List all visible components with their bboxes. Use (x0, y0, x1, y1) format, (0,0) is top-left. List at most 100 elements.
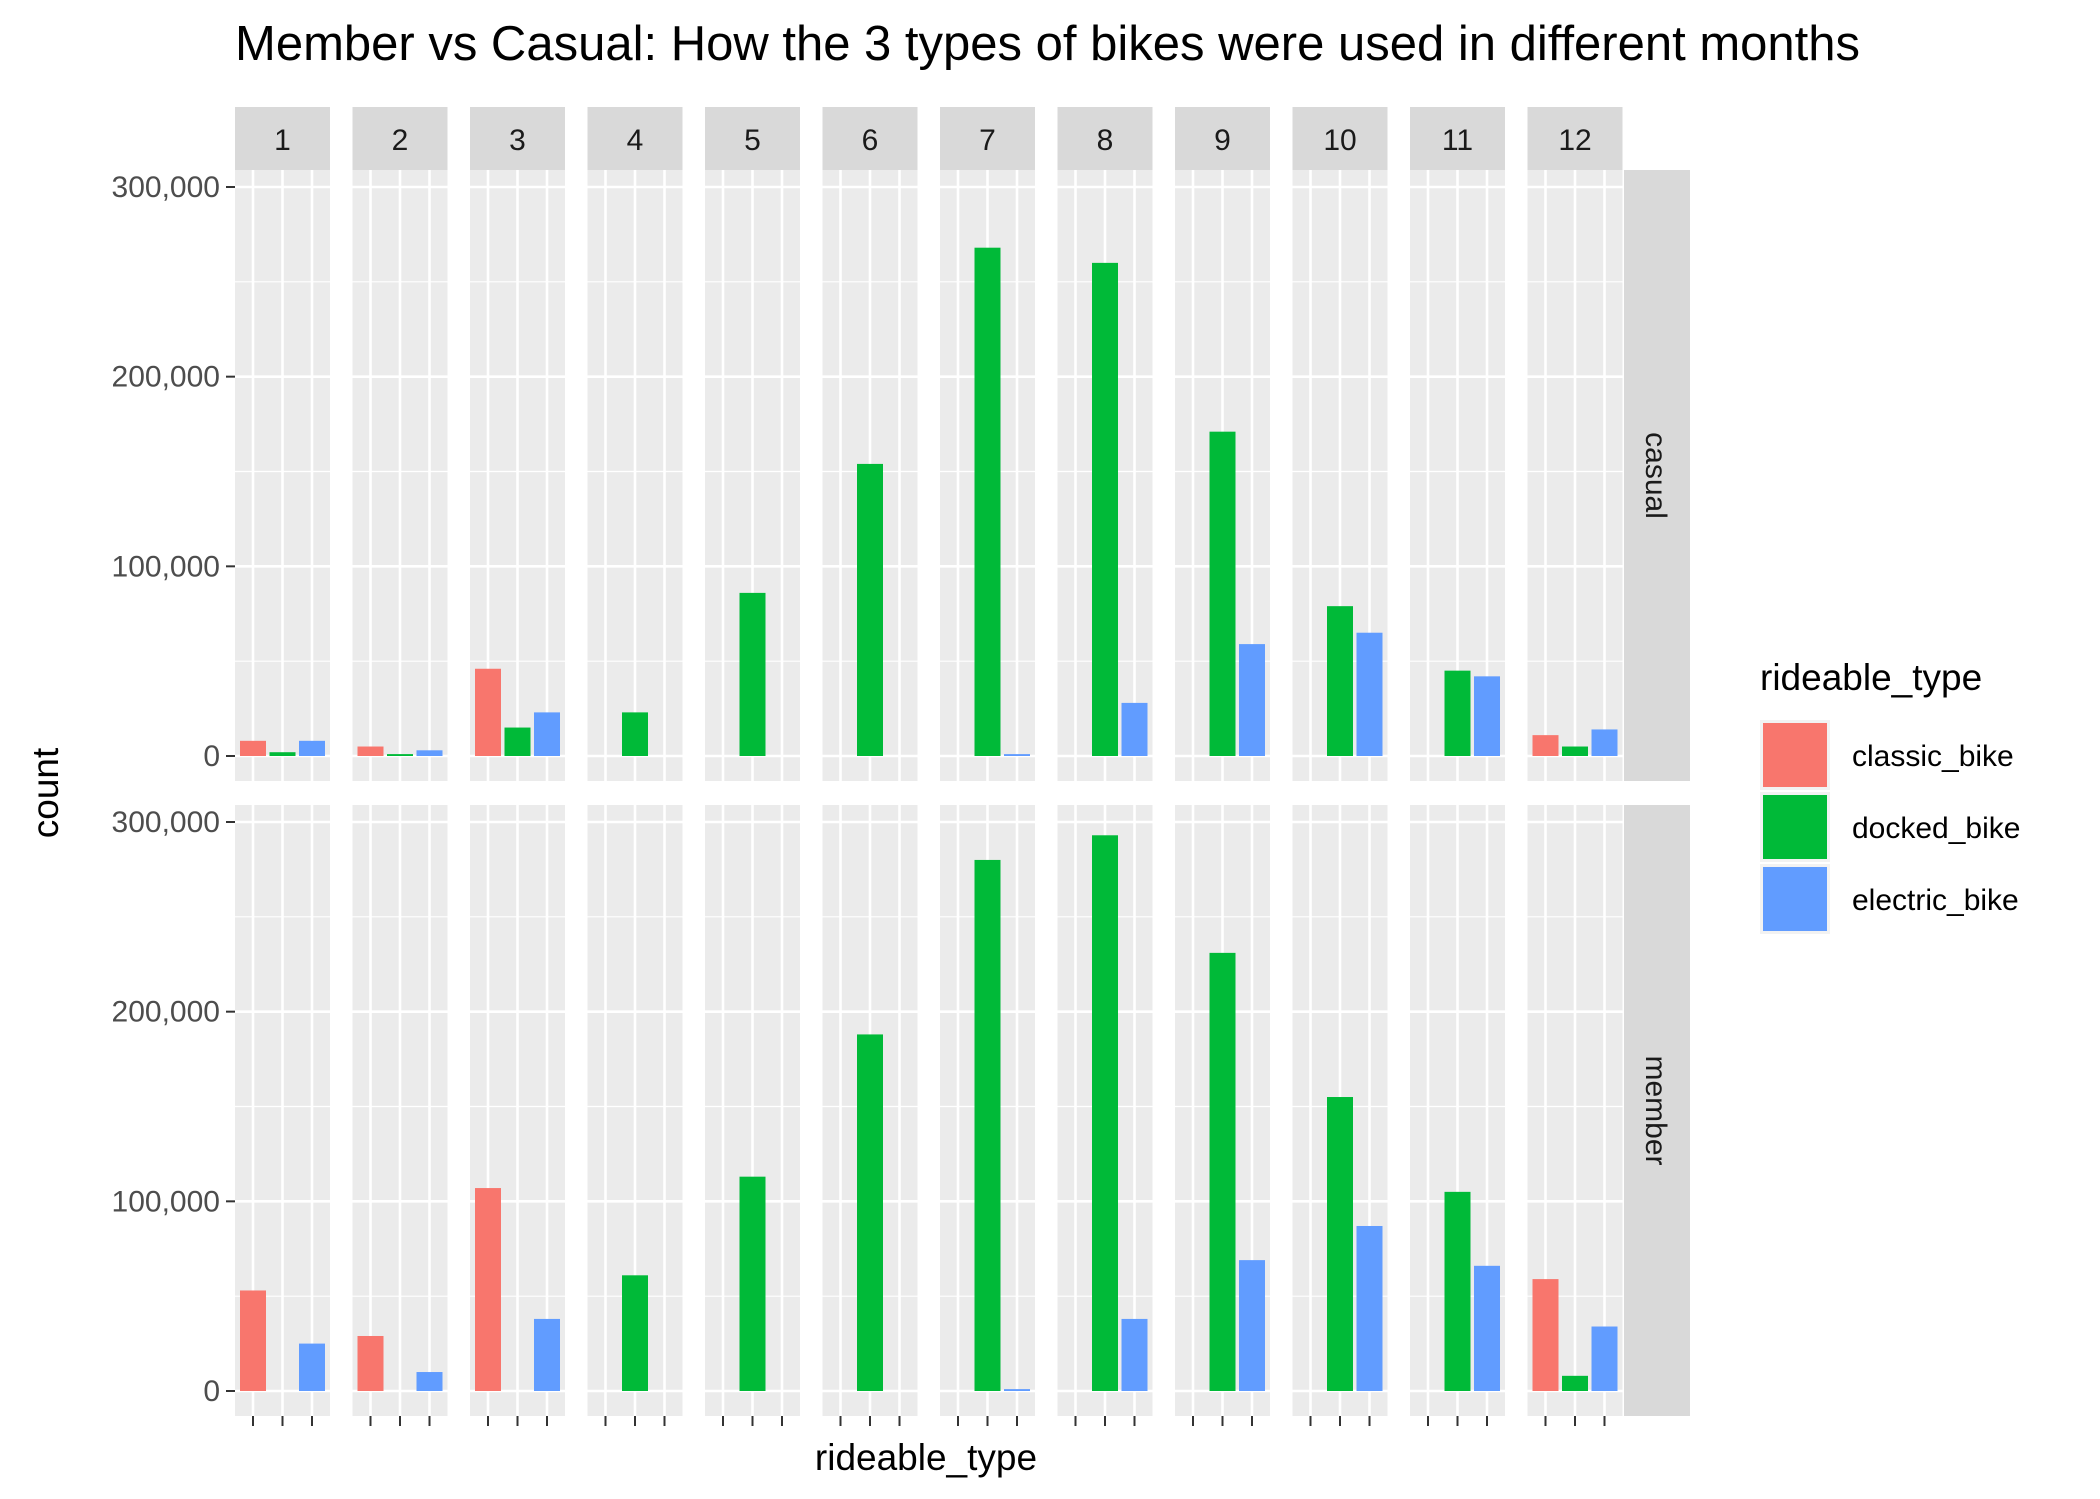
column-strip-label: 3 (509, 124, 526, 157)
panel-casual-month-3 (470, 170, 565, 781)
bar-casual-2-classic_bike (357, 746, 384, 756)
bar-casual-12-classic_bike (1532, 735, 1559, 756)
bar-member-12-classic_bike (1532, 1279, 1559, 1391)
panel-member-month-5 (705, 805, 800, 1416)
bar-casual-3-classic_bike (475, 668, 501, 756)
bar-member-4-docked_bike (622, 1275, 648, 1391)
row-strip-background (1624, 805, 1690, 1416)
bar-member-12-electric_bike (1591, 1326, 1618, 1391)
panel-casual-month-12 (1527, 170, 1623, 781)
row-strip-background (1624, 170, 1690, 781)
legend-title: rideable_type (1760, 657, 1982, 698)
panel-casual-month-2 (352, 170, 448, 781)
panel-member-month-7 (940, 805, 1035, 1416)
column-strip-4: 4 (587, 107, 683, 170)
column-strip-background (235, 107, 330, 170)
y-tick-label: 300,000 (112, 171, 220, 204)
bar-casual-8-docked_bike (1092, 262, 1118, 756)
bar-casual-1-classic_bike (240, 740, 266, 756)
bar-member-3-classic_bike (475, 1188, 501, 1391)
bar-member-1-electric_bike (299, 1343, 325, 1391)
bar-member-10-electric_bike (1356, 1225, 1383, 1391)
x-axis-title: rideable_type (815, 1437, 1037, 1478)
legend-key-swatch (1763, 867, 1827, 931)
bar-member-10-docked_bike (1327, 1097, 1353, 1391)
bar-casual-5-docked_bike (739, 592, 766, 756)
bar-casual-12-docked_bike (1562, 746, 1588, 756)
bar-casual-7-electric_bike (1004, 754, 1030, 756)
bar-casual-4-docked_bike (622, 712, 648, 756)
legend-entry-classic_bike: classic_bike (1760, 720, 2014, 790)
column-strip-background (1410, 107, 1505, 170)
panel-casual-month-10 (1292, 170, 1388, 781)
column-strip-label: 10 (1323, 124, 1356, 157)
column-strip-background (1292, 107, 1388, 170)
bar-member-7-docked_bike (974, 859, 1001, 1391)
bar-member-5-docked_bike (739, 1176, 766, 1391)
column-strip-10: 10 (1292, 107, 1388, 170)
bar-member-11-docked_bike (1444, 1191, 1471, 1391)
bar-member-7-electric_bike (1004, 1389, 1030, 1391)
column-strip-background (1057, 107, 1153, 170)
bar-member-2-classic_bike (357, 1335, 384, 1391)
bar-casual-9-docked_bike (1209, 431, 1236, 756)
panel-member-month-9 (1175, 805, 1270, 1416)
bar-casual-10-docked_bike (1327, 606, 1353, 756)
column-strip-background (1527, 107, 1623, 170)
column-strip-label: 11 (1442, 124, 1473, 157)
bar-member-6-docked_bike (857, 1034, 883, 1391)
bar-member-1-classic_bike (240, 1290, 266, 1391)
bar-member-3-electric_bike (534, 1318, 560, 1391)
y-axis: 0 100,000 200,000 300,000 0 100,000 200,000 300… (112, 171, 235, 1408)
column-strip-background (705, 107, 800, 170)
column-strip-background (352, 107, 448, 170)
panel-member-month-4 (587, 805, 683, 1416)
panel-member-month-1 (235, 805, 330, 1416)
legend: rideable_type classic_bike docked_bikeele… (1760, 657, 2020, 934)
panel-casual-month-9 (1175, 170, 1270, 781)
bar-member-11-electric_bike (1474, 1265, 1500, 1391)
panel-casual-month-4 (587, 170, 683, 781)
bar-casual-3-electric_bike (534, 712, 560, 756)
chart-title: Member vs Casual: How the 3 types of bik… (235, 17, 1860, 71)
column-strip-3: 3 (470, 107, 565, 170)
bar-member-8-docked_bike (1092, 835, 1118, 1391)
column-strip-6: 6 (822, 107, 918, 170)
column-strip-label: 12 (1558, 124, 1591, 157)
column-strip-5: 5 (705, 107, 800, 170)
panel-member-month-12 (1527, 805, 1623, 1416)
y-tick-label: 100,000 (112, 550, 220, 583)
panel-member-month-8 (1057, 805, 1153, 1416)
panel-casual-month-11 (1410, 170, 1505, 781)
panel-casual-month-5 (705, 170, 800, 781)
column-strip-8: 8 (1057, 107, 1153, 170)
column-strip-background (587, 107, 683, 170)
panel-member-month-2 (352, 805, 448, 1416)
bar-casual-6-docked_bike (857, 463, 883, 756)
bar-member-2-electric_bike (416, 1372, 443, 1391)
column-strip-label: 9 (1214, 124, 1231, 157)
column-strip-background (940, 107, 1035, 170)
column-strip-label: 7 (979, 124, 996, 157)
legend-key-swatch (1763, 723, 1827, 787)
panel-member-month-11 (1410, 805, 1505, 1416)
column-strip-background (822, 107, 918, 170)
legend-key-swatch (1763, 795, 1827, 859)
bar-casual-2-docked_bike (387, 754, 413, 756)
column-strip-label: 6 (862, 124, 879, 157)
column-strip-label: 8 (1097, 124, 1114, 157)
legend-entry-docked_bike: docked_bike (1760, 792, 2020, 862)
column-strip-12: 12 (1527, 107, 1623, 170)
bar-member-9-docked_bike (1209, 952, 1236, 1391)
row-strip-casual: casual (1624, 170, 1690, 781)
bar-casual-10-electric_bike (1356, 632, 1383, 756)
panel-casual-month-1 (235, 170, 330, 781)
y-axis-title: count (25, 747, 66, 838)
y-tick-label: 200,000 (112, 996, 220, 1029)
column-strip-label: 2 (392, 124, 409, 157)
column-strip-2: 2 (352, 107, 448, 170)
column-strip-9: 9 (1175, 107, 1270, 170)
column-strip-1: 1 (235, 107, 330, 170)
column-strip-11: 11 (1410, 107, 1505, 170)
